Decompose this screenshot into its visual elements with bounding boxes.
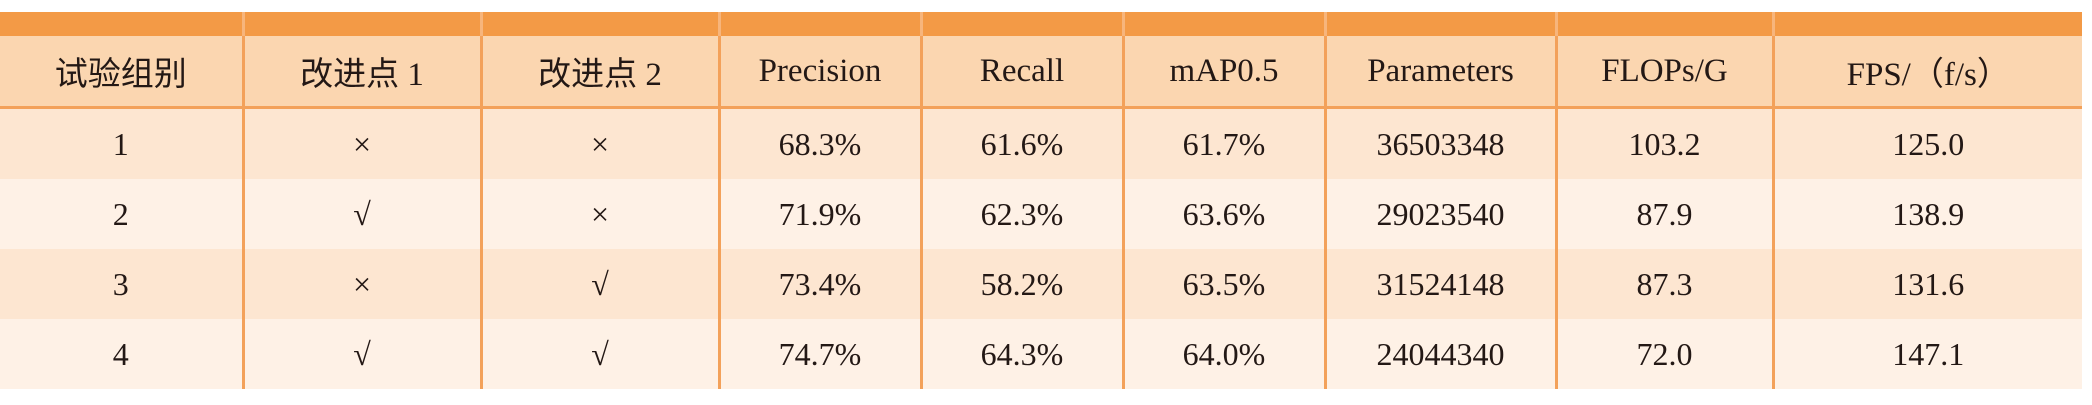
- table-header-row: 试验组别 改进点 1 改进点 2 Precision Recall mAP0.5…: [0, 36, 2082, 109]
- cell-improvement-1: ×: [241, 249, 481, 319]
- cell-recall: 58.2%: [919, 249, 1123, 319]
- band-cell: [717, 12, 921, 36]
- cell-recall: 62.3%: [919, 179, 1123, 249]
- cell-precision: 73.4%: [717, 249, 921, 319]
- cell-recall: 64.3%: [919, 319, 1123, 389]
- table-row: 2 √ × 71.9% 62.3% 63.6% 29023540 87.9 13…: [0, 179, 2082, 249]
- band-cell: [241, 12, 481, 36]
- band-cell: [1323, 12, 1556, 36]
- cell-improvement-2: √: [479, 319, 719, 389]
- cell-parameters: 36503348: [1323, 107, 1556, 179]
- cell-group: 2: [0, 179, 243, 249]
- header-recall: Recall: [919, 36, 1123, 109]
- header-flops: FLOPs/G: [1554, 36, 1773, 109]
- cell-fps: 131.6: [1771, 249, 2082, 319]
- cell-parameters: 24044340: [1323, 319, 1556, 389]
- header-fps: FPS/（f/s）: [1771, 36, 2082, 109]
- cell-flops: 72.0: [1554, 319, 1773, 389]
- table-top-band: [0, 12, 2082, 36]
- cell-map: 64.0%: [1121, 319, 1325, 389]
- header-map: mAP0.5: [1121, 36, 1325, 109]
- header-precision: Precision: [717, 36, 921, 109]
- cell-improvement-2: √: [479, 249, 719, 319]
- cell-group: 4: [0, 319, 243, 389]
- band-cell: [1121, 12, 1325, 36]
- band-cell: [1554, 12, 1773, 36]
- cell-improvement-1: ×: [241, 107, 481, 179]
- cell-map: 61.7%: [1121, 107, 1325, 179]
- cell-flops: 87.9: [1554, 179, 1773, 249]
- cell-fps: 125.0: [1771, 107, 2082, 179]
- cell-parameters: 31524148: [1323, 249, 1556, 319]
- cell-fps: 147.1: [1771, 319, 2082, 389]
- cell-map: 63.5%: [1121, 249, 1325, 319]
- cell-improvement-2: ×: [479, 107, 719, 179]
- cell-group: 3: [0, 249, 243, 319]
- cell-fps: 138.9: [1771, 179, 2082, 249]
- cell-flops: 87.3: [1554, 249, 1773, 319]
- cell-flops: 103.2: [1554, 107, 1773, 179]
- cell-map: 63.6%: [1121, 179, 1325, 249]
- table-row: 4 √ √ 74.7% 64.3% 64.0% 24044340 72.0 14…: [0, 319, 2082, 389]
- band-cell: [1771, 12, 2082, 36]
- cell-improvement-2: ×: [479, 179, 719, 249]
- cell-precision: 68.3%: [717, 107, 921, 179]
- table-row: 1 × × 68.3% 61.6% 61.7% 36503348 103.2 1…: [0, 107, 2082, 179]
- ablation-table: 试验组别 改进点 1 改进点 2 Precision Recall mAP0.5…: [0, 12, 2082, 389]
- header-parameters: Parameters: [1323, 36, 1556, 109]
- table-row: 3 × √ 73.4% 58.2% 63.5% 31524148 87.3 13…: [0, 249, 2082, 319]
- cell-improvement-1: √: [241, 319, 481, 389]
- cell-precision: 74.7%: [717, 319, 921, 389]
- cell-recall: 61.6%: [919, 107, 1123, 179]
- cell-group: 1: [0, 107, 243, 179]
- band-cell: [919, 12, 1123, 36]
- band-cell: [0, 12, 243, 36]
- cell-parameters: 29023540: [1323, 179, 1556, 249]
- cell-precision: 71.9%: [717, 179, 921, 249]
- header-improvement-2: 改进点 2: [479, 36, 719, 109]
- band-cell: [479, 12, 719, 36]
- header-group: 试验组别: [0, 36, 243, 109]
- cell-improvement-1: √: [241, 179, 481, 249]
- header-improvement-1: 改进点 1: [241, 36, 481, 109]
